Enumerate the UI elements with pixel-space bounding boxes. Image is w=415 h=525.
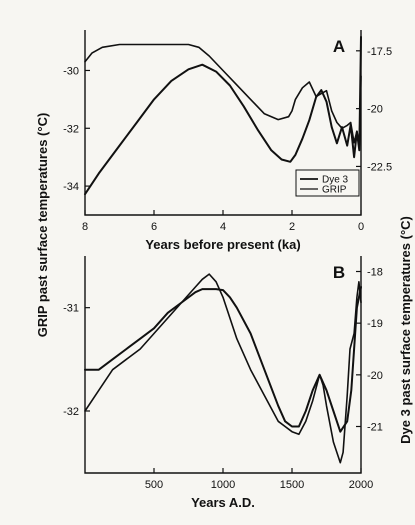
y-tick-label-right: -20	[367, 104, 383, 116]
plot-frame	[84, 256, 362, 474]
y-tick-label-left: -34	[63, 181, 79, 193]
x-tick-label: 0	[358, 221, 364, 233]
series-line	[84, 286, 362, 433]
panel-a: 8 6 4 2 0 -30 -32 -34 -17.5 -20 -22.5 Years before …	[63, 30, 392, 252]
y-tick-label-right: -19	[367, 318, 383, 330]
y-tick-label-right: -22.5	[367, 161, 392, 173]
y-tick-label-right: -21	[367, 422, 383, 434]
y-tick-label-left: -32	[63, 123, 79, 135]
y-tick-label-right: -18	[367, 267, 383, 279]
y-tick-label-right: -20	[367, 370, 383, 382]
y-tick-label-right: -17.5	[367, 46, 392, 58]
y-axis-label-right: Dye 3 past surface temperatures (°C)	[398, 216, 413, 444]
panel-label: A	[333, 37, 345, 56]
x-tick-label: 1500	[280, 479, 304, 491]
legend-entry: Dye 3	[322, 175, 349, 186]
legend-entry: GRIP	[322, 185, 347, 196]
y-tick-label-left: -32	[63, 406, 79, 418]
panel-label: B	[333, 263, 345, 282]
panel-b: 500 1000 1500 2000 -31 -32 -18 -19 -20 -21 Years A…	[63, 256, 383, 510]
x-tick-label: 1000	[211, 479, 235, 491]
x-tick-label: 6	[151, 221, 157, 233]
legend-box	[295, 169, 360, 197]
y-tick-label-left: -30	[63, 65, 79, 77]
y-axis-label-left: GRIP past surface temperatures (°C)	[35, 113, 50, 338]
x-tick-label: 8	[82, 221, 88, 233]
series-line	[84, 273, 362, 464]
y-tick-label-left: -31	[63, 303, 79, 315]
x-tick-label: 2	[289, 221, 295, 233]
x-tick-label: 500	[145, 479, 163, 491]
x-tick-label: 4	[220, 221, 226, 233]
x-axis-label: Years A.D.	[191, 495, 255, 510]
x-tick-label: 2000	[349, 479, 373, 491]
series-line	[84, 35, 362, 196]
x-axis-label: Years before present (ka)	[145, 237, 300, 252]
series-line	[84, 43, 362, 147]
